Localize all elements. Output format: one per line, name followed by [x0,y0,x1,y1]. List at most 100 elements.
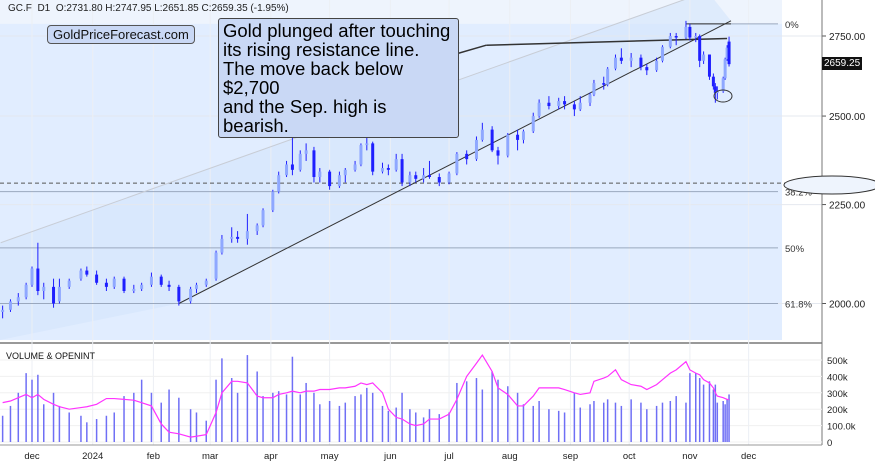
candle-body [24,284,28,298]
fib-level-label: 0% [785,20,799,31]
candle [57,278,61,304]
candle-body [104,282,108,287]
candle [318,168,322,183]
candle [572,101,576,117]
candle-body [725,47,729,60]
candle-body [285,164,289,176]
symbol: GC.F [8,3,32,14]
candle-body [359,145,363,165]
candle-body [592,83,596,95]
candle [707,54,711,80]
candle [304,143,308,161]
candle [480,122,484,142]
candle-body [674,36,678,38]
candle [465,150,469,165]
candle [606,67,610,87]
candle [711,73,715,90]
candle-body [506,134,510,156]
candle [230,227,234,243]
candle-body [140,284,144,289]
callout-line: Gold plunged after touching [223,20,451,41]
candle [645,63,649,76]
candle-body [255,225,259,232]
candle-body [318,171,322,178]
candle-body [220,238,224,253]
candle-body [521,131,525,140]
candle-body [602,83,606,85]
candle [167,280,171,291]
candle-body [660,46,664,61]
candle [140,282,144,291]
candle [655,57,659,72]
candle-body [713,86,717,93]
candle-body [261,210,265,226]
candle [132,284,136,294]
x-tick-label: jun [383,451,397,462]
candle [531,112,535,134]
candle-body [727,41,731,65]
candle [159,274,163,287]
candle [67,278,71,289]
candle-body [684,26,688,38]
trendline-resistance [486,37,728,46]
candle [547,96,551,110]
candle-body [189,288,193,302]
candle-body [723,59,727,79]
candle-body [639,57,643,68]
candle-body [655,60,659,71]
low-marker-ellipse [713,89,733,103]
candle-body [159,276,163,285]
candle-body [721,78,725,92]
candle-body [547,102,551,107]
candle-body [455,153,459,174]
candle [220,234,224,255]
candle-body [245,231,249,239]
candle-body [30,268,34,285]
fib-level-label: 50% [785,244,805,255]
candle-body [613,57,617,69]
y-tick-label: 2250.00 [829,201,866,212]
candle [343,168,347,183]
candle [79,268,83,281]
candle [261,208,265,228]
candle-body [619,57,623,61]
candle-body [365,143,369,146]
candle [290,133,294,176]
candle-body [36,268,40,291]
candle-body [480,129,484,140]
candle [727,36,731,67]
volume-panel-bg [0,345,822,445]
candle [353,160,357,172]
candle [521,129,525,144]
candle-body [79,270,83,279]
candle-body [465,153,469,160]
y-tick-label: 2750.00 [829,32,866,43]
callout-line: and the Sep. high is bearish. [223,96,387,136]
candle-body [447,173,451,183]
candle-body [343,169,347,176]
candle [177,284,181,306]
candle [16,293,20,306]
x-tick-label: 2024 [82,451,103,462]
volume-panel-title: VOLUME & OPENINT [6,351,96,361]
candle [725,45,729,61]
x-tick-label: nov [682,451,698,462]
candle [312,146,316,183]
candle-body [422,175,426,179]
candle-body [629,57,633,61]
candle-body [474,139,478,160]
candle-body [42,286,46,291]
candle-body [52,286,56,304]
candle-body [427,175,431,178]
candle [271,189,275,213]
candle-body [122,278,126,291]
candle-body [271,191,275,211]
candle [684,20,688,40]
level-marker-ellipse [783,175,875,195]
candle [189,286,193,304]
candle [563,96,567,110]
candle [422,168,426,183]
x-tick-label: dec [741,451,757,462]
candle-body [353,164,357,170]
x-tick-label: aug [502,451,518,462]
